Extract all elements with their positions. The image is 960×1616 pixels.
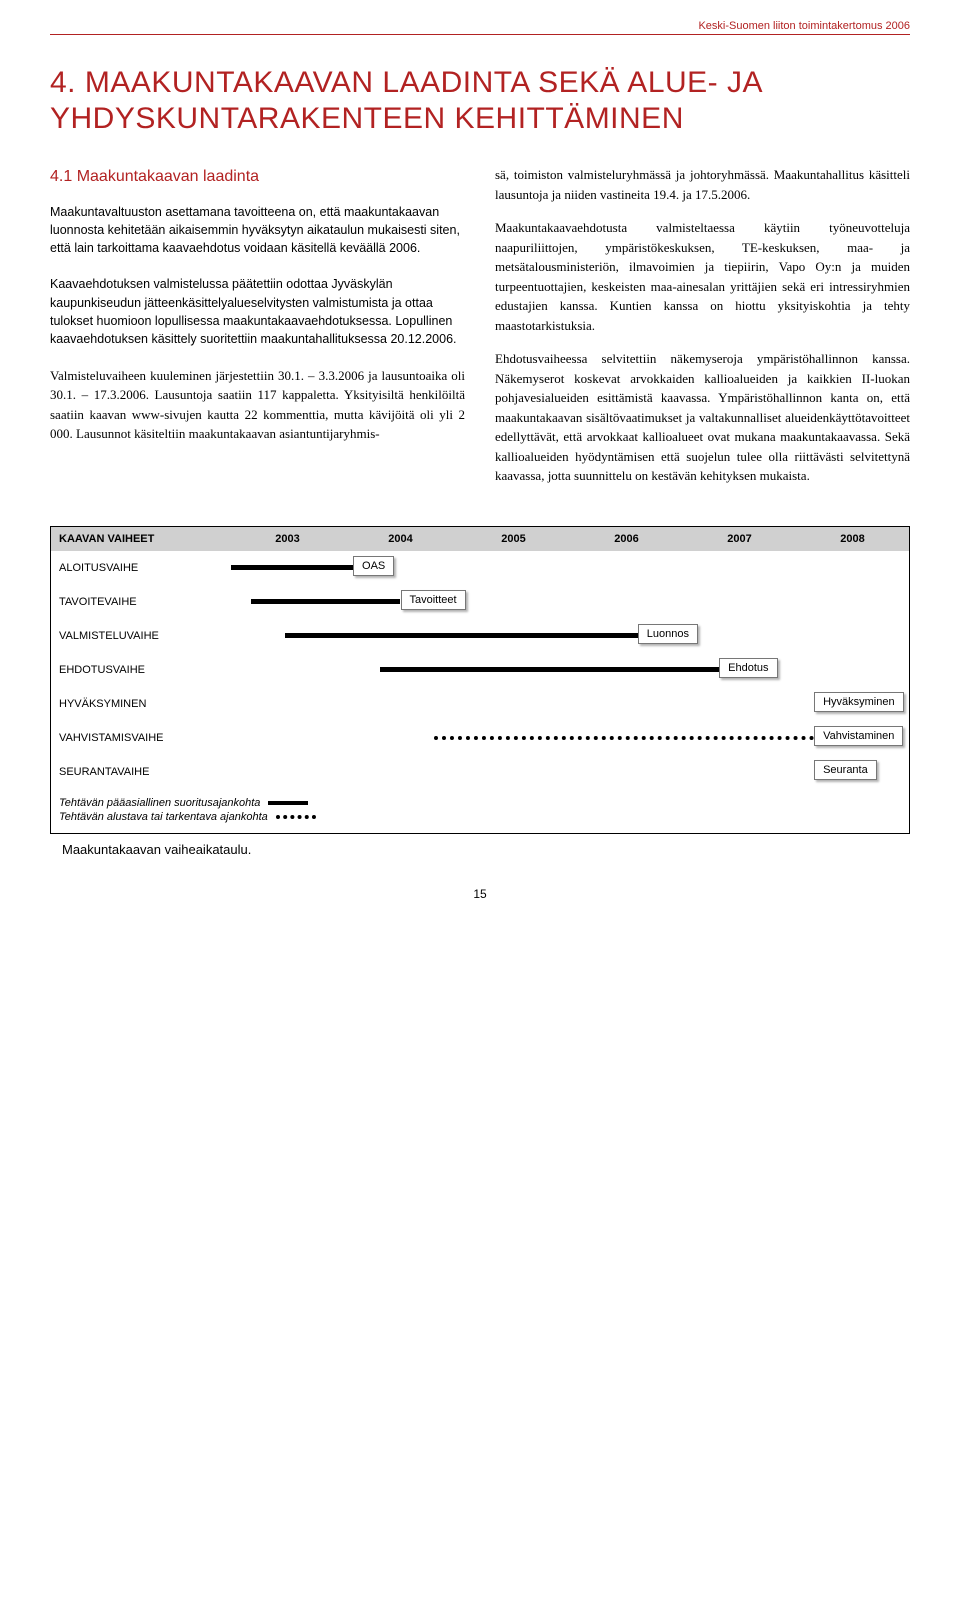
timeline-bar bbox=[251, 599, 400, 604]
callout-goal: Maakuntavaltuuston asettamana tavoitteen… bbox=[50, 203, 465, 257]
timeline-row-label: ALOITUSVAIHE bbox=[51, 556, 231, 580]
timeline-row-label: EHDOTUSVAIHE bbox=[51, 658, 231, 682]
timeline-caption: Maakuntakaavan vaiheaikataulu. bbox=[62, 842, 910, 857]
left-paragraph: Valmisteluvaiheen kuuleminen järjestetti… bbox=[50, 366, 465, 444]
callout-decision: Kaavaehdotuksen valmistelussa päätettiin… bbox=[50, 275, 465, 348]
timeline-rows: ALOITUSVAIHE OAS TAVOITEVAIHE Tavoitteet VAL… bbox=[51, 551, 909, 789]
timeline-milestone-box: Vahvistaminen bbox=[814, 726, 903, 746]
timeline-row-label: TAVOITEVAIHE bbox=[51, 590, 231, 614]
timeline-year: 2004 bbox=[344, 527, 457, 551]
legend-row-dotted: Tehtävän alustava tai tarkentava ajankoh… bbox=[59, 811, 901, 823]
chapter-title-text: MAAKUNTAKAAVAN LAADINTA SEKÄ ALUE- JA YH… bbox=[50, 66, 761, 135]
timeline-row: SEURANTAVAIHE Seuranta bbox=[51, 755, 909, 789]
timeline-row: HYVÄKSYMINEN Hyväksyminen bbox=[51, 687, 909, 721]
timeline-milestone-box: Seuranta bbox=[814, 760, 877, 780]
timeline-milestone-box: Hyväksyminen bbox=[814, 692, 904, 712]
timeline-row: VALMISTELUVAIHE Luonnos bbox=[51, 619, 909, 653]
page-number: 15 bbox=[50, 887, 910, 901]
timeline-header-label: KAAVAN VAIHEET bbox=[51, 527, 231, 551]
timeline-track: OAS bbox=[231, 551, 909, 585]
legend-text-dotted: Tehtävän alustava tai tarkentava ajankoh… bbox=[59, 811, 268, 823]
timeline-row-label: VAHVISTAMISVAIHE bbox=[51, 726, 231, 750]
timeline-track: Luonnos bbox=[231, 619, 909, 653]
timeline-year: 2005 bbox=[457, 527, 570, 551]
timeline-milestone-box: Tavoitteet bbox=[401, 590, 466, 610]
chapter-title: 4. MAAKUNTAKAAVAN LAADINTA SEKÄ ALUE- JA… bbox=[50, 65, 910, 137]
timeline-year: 2008 bbox=[796, 527, 909, 551]
timeline-row: TAVOITEVAIHE Tavoitteet bbox=[51, 585, 909, 619]
timeline-milestone-box: Ehdotus bbox=[719, 658, 777, 678]
timeline-track: Vahvistaminen bbox=[231, 721, 909, 755]
timeline-bar bbox=[380, 667, 719, 672]
timeline-year: 2007 bbox=[683, 527, 796, 551]
timeline-row: VAHVISTAMISVAIHE Vahvistaminen bbox=[51, 721, 909, 755]
timeline-track: Seuranta bbox=[231, 755, 909, 789]
timeline-table: KAAVAN VAIHEET 2003 2004 2005 2006 2007 … bbox=[50, 526, 910, 834]
timeline-bar bbox=[434, 736, 814, 740]
section-heading-4-1: 4.1 Maakuntakaavan laadinta bbox=[50, 165, 465, 189]
timeline-legend: Tehtävän pääasiallinen suoritusajankohta… bbox=[51, 789, 909, 833]
legend-line-solid-icon bbox=[268, 801, 308, 805]
timeline-year: 2006 bbox=[570, 527, 683, 551]
timeline-row-label: HYVÄKSYMINEN bbox=[51, 692, 231, 716]
timeline-track: Hyväksyminen bbox=[231, 687, 909, 721]
running-header: Keski-Suomen liiton toimintakertomus 200… bbox=[50, 20, 910, 35]
timeline-row: EHDOTUSVAIHE Ehdotus bbox=[51, 653, 909, 687]
page: Keski-Suomen liiton toimintakertomus 200… bbox=[0, 0, 960, 941]
chapter-number: 4. bbox=[50, 66, 76, 99]
left-column: 4.1 Maakuntakaavan laadinta Maakuntavalt… bbox=[50, 165, 465, 486]
timeline-milestone-box: Luonnos bbox=[638, 624, 698, 644]
timeline-row: ALOITUSVAIHE OAS bbox=[51, 551, 909, 585]
timeline-bar bbox=[285, 633, 638, 638]
legend-line-dotted-icon bbox=[276, 815, 316, 819]
timeline-row-label: VALMISTELUVAIHE bbox=[51, 624, 231, 648]
timeline-row-label: SEURANTAVAIHE bbox=[51, 760, 231, 784]
timeline-milestone-box: OAS bbox=[353, 556, 394, 576]
body-columns: 4.1 Maakuntakaavan laadinta Maakuntavalt… bbox=[50, 165, 910, 486]
timeline-track: Tavoitteet bbox=[231, 585, 909, 619]
timeline-header-row: KAAVAN VAIHEET 2003 2004 2005 2006 2007 … bbox=[51, 527, 909, 551]
right-paragraph-3: Ehdotusvaiheessa selvitettiin näkemysero… bbox=[495, 349, 910, 486]
timeline-year: 2003 bbox=[231, 527, 344, 551]
legend-row-solid: Tehtävän pääasiallinen suoritusajankohta bbox=[59, 797, 901, 809]
right-paragraph-2: Maakuntakaavaehdotusta valmisteltaessa k… bbox=[495, 218, 910, 335]
timeline-track: Ehdotus bbox=[231, 653, 909, 687]
legend-text-solid: Tehtävän pääasiallinen suoritusajankohta bbox=[59, 797, 260, 809]
right-paragraph-1: sä, toimiston valmisteluryhmässä ja joht… bbox=[495, 165, 910, 204]
right-column: sä, toimiston valmisteluryhmässä ja joht… bbox=[495, 165, 910, 486]
timeline-bar bbox=[231, 565, 353, 570]
